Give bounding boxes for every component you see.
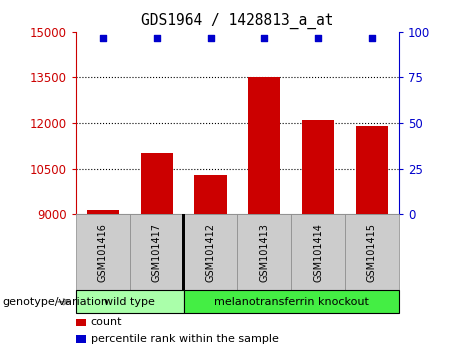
Bar — [130, 214, 183, 290]
Text: count: count — [91, 318, 122, 327]
Point — [314, 35, 322, 41]
Bar — [291, 214, 345, 290]
Bar — [183, 214, 237, 290]
Text: GSM101412: GSM101412 — [206, 223, 216, 282]
Bar — [183, 290, 399, 313]
Bar — [248, 78, 280, 354]
Bar — [237, 214, 291, 290]
Text: genotype/variation: genotype/variation — [2, 297, 108, 307]
Text: wild type: wild type — [104, 297, 155, 307]
Point — [368, 35, 376, 41]
Bar — [87, 210, 119, 354]
Bar — [76, 290, 183, 313]
Text: melanotransferrin knockout: melanotransferrin knockout — [214, 297, 369, 307]
Text: GSM101417: GSM101417 — [152, 223, 162, 282]
Bar — [356, 126, 388, 354]
Text: GSM101416: GSM101416 — [98, 223, 108, 282]
Point — [207, 35, 214, 41]
Title: GDS1964 / 1428813_a_at: GDS1964 / 1428813_a_at — [141, 13, 334, 29]
Bar — [195, 175, 227, 354]
Bar — [182, 214, 185, 290]
Point — [153, 35, 160, 41]
Text: GSM101413: GSM101413 — [259, 223, 269, 282]
Bar — [76, 214, 130, 290]
Point — [99, 35, 106, 41]
Bar — [76, 335, 86, 343]
Bar — [345, 214, 399, 290]
Point — [260, 35, 268, 41]
Text: percentile rank within the sample: percentile rank within the sample — [91, 334, 279, 344]
Bar — [302, 120, 334, 354]
Bar — [141, 153, 173, 354]
Text: GSM101415: GSM101415 — [367, 223, 377, 282]
Text: GSM101414: GSM101414 — [313, 223, 323, 282]
Bar — [76, 319, 86, 326]
